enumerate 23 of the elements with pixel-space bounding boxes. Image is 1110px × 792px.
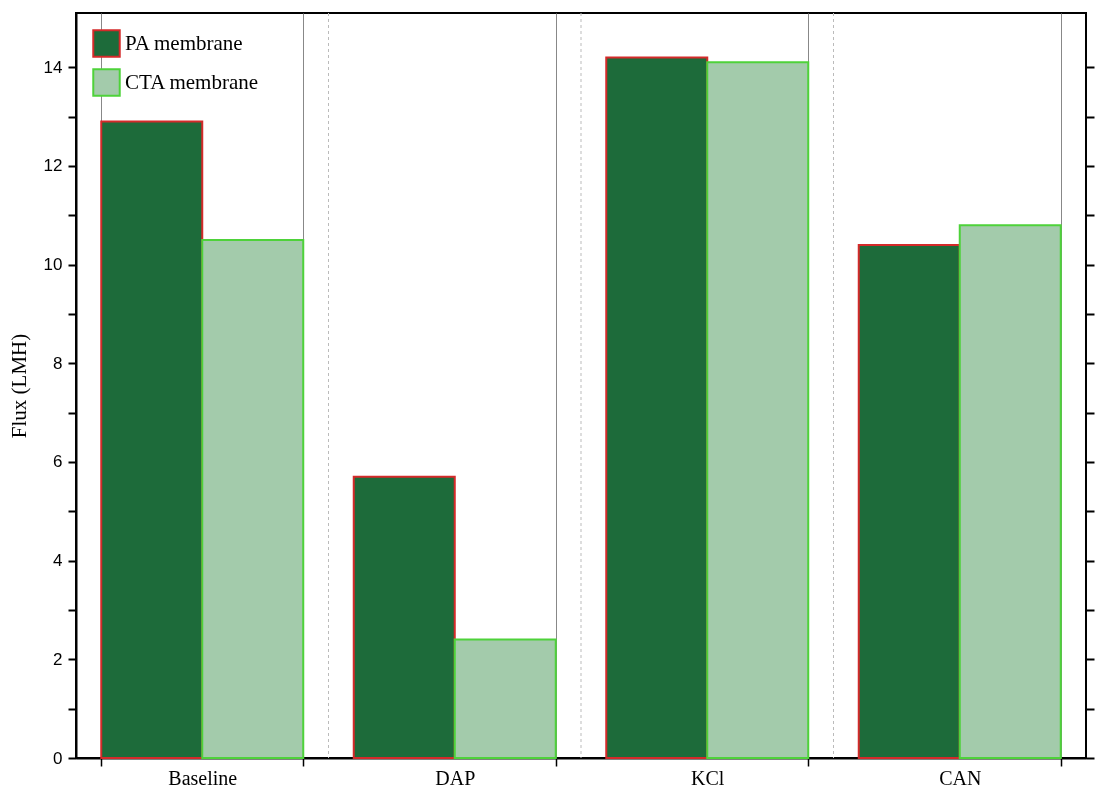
y-tick-label: 2 [53, 649, 63, 669]
x-tick-label: DAP [435, 766, 476, 789]
y-tick-label: 8 [53, 353, 63, 373]
legend-label: PA membrane [125, 30, 243, 55]
x-tick-label: KCl [691, 766, 725, 789]
bar [352, 475, 456, 759]
bar [857, 243, 961, 759]
x-tick-label: Baseline [168, 766, 238, 789]
y-tick-label: 14 [43, 57, 63, 77]
y-tick-label: 6 [53, 452, 63, 472]
legend-label: CTA membrane [125, 69, 259, 94]
bar [100, 120, 204, 759]
y-tick-label: 12 [43, 156, 63, 176]
bar [706, 61, 810, 759]
bar [453, 638, 557, 759]
y-tick-label: 0 [53, 748, 63, 768]
y-tick-label: 10 [43, 255, 63, 275]
bar [958, 224, 1062, 759]
bar [201, 238, 305, 759]
y-tick-label: 4 [53, 551, 63, 571]
y-axis-title: Flux (LMH) [6, 333, 31, 439]
x-tick-label: CAN [939, 766, 982, 789]
bar [605, 56, 709, 759]
